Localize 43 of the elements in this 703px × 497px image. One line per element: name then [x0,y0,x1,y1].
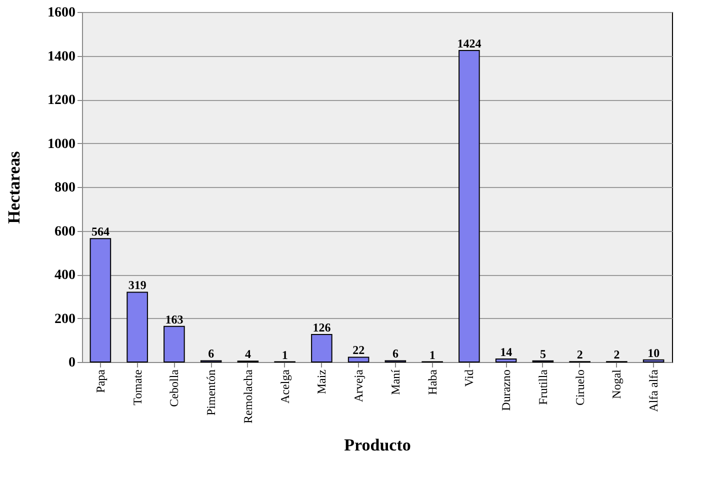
x-tick-label: Haba [425,368,440,395]
x-tick-label: Arveja [352,368,366,402]
data-label: 1 [282,348,288,362]
data-label: 564 [91,224,110,239]
x-tick-label: Maiz [314,370,329,394]
y-tick-label: 1200 [48,93,76,108]
x-tick-label: Ciruelo [572,370,587,406]
x-tick-label: Maní [388,368,402,395]
x-tick-label: Acelga [278,368,292,404]
data-label: 14 [500,344,512,359]
x-tick-label: Cebolla [167,368,182,407]
y-tick-label: 600 [54,224,76,240]
x-axis-title: Producto [344,435,411,454]
y-tick-label: 800 [54,180,76,196]
x-tick-label: Alfa alfa [646,368,661,412]
x-tick-label: Durazno [499,370,514,411]
x-tick-label: Nogal [610,368,624,399]
data-label: 163 [165,312,184,326]
data-label: 126 [312,320,331,334]
x-tick-label: Pimentón [204,370,218,416]
x-tick-label: Frutilla [536,368,550,405]
y-tick-label: 0 [68,356,76,370]
data-label: 2 [614,348,620,362]
data-label: 10 [648,346,660,360]
data-label: 1424 [457,36,482,50]
data-label: 319 [128,278,146,292]
x-tick-label: Vid [462,370,476,387]
y-tick-label: 1600 [48,6,76,20]
y-tick-label: 1000 [48,136,76,152]
y-axis-title: Hectareas [4,150,24,224]
data-label: 6 [208,346,214,361]
data-label: 22 [352,343,365,358]
x-tick-label: Papa [93,368,108,393]
data-label: 2 [576,348,583,362]
y-tick-label: 400 [54,268,76,283]
x-tick-label: Remolacha [240,368,255,424]
data-label: 4 [244,347,251,362]
y-tick-label: 1400 [48,49,76,64]
data-label: 5 [540,346,546,361]
y-tick-label: 200 [54,312,76,327]
x-tick-label: Tomate [130,370,144,406]
data-label: 1 [429,348,436,362]
data-label: 6 [392,346,398,361]
